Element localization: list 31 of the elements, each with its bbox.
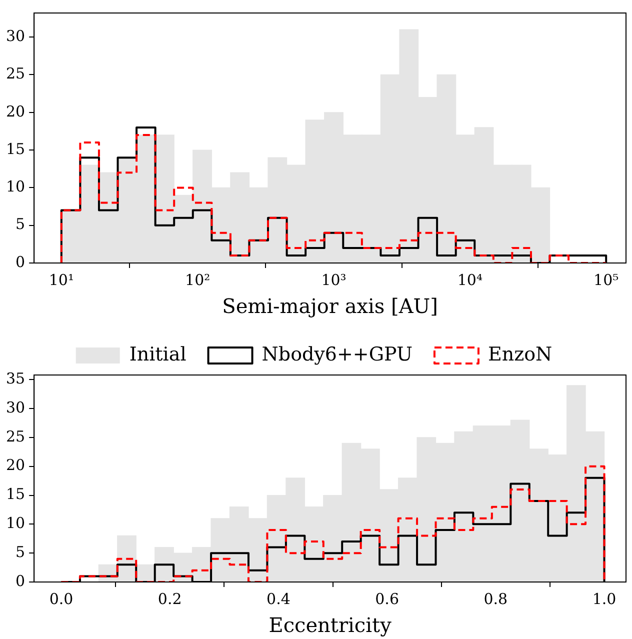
x-tick-label: 0.8 (484, 590, 508, 608)
y-tick-label: 20 (6, 456, 26, 474)
x-tick-label: 0.0 (49, 590, 74, 608)
y-tick-label: 20 (6, 102, 26, 120)
y-tick-label: 25 (6, 427, 26, 446)
x-axis-title: Semi-major axis [AU] (222, 294, 438, 318)
y-tick-label: 10 (6, 178, 26, 196)
y-tick-label: 35 (6, 370, 26, 388)
x-tick-label: 0.6 (375, 590, 399, 608)
x-tick-label: 0.2 (158, 590, 182, 608)
legend-label: Initial (129, 343, 186, 366)
y-tick-label: 10 (6, 514, 26, 532)
y-tick-label: 5 (16, 542, 26, 561)
x-tick-label: 10⁵ (594, 270, 619, 289)
legend-label: Nbody6++GPU (262, 343, 412, 366)
y-tick-label: 30 (6, 26, 26, 45)
x-tick-label: 10¹ (48, 270, 74, 289)
y-tick-label: 30 (6, 398, 26, 416)
y-tick-label: 0 (16, 252, 26, 271)
x-tick-label: 10⁴ (457, 270, 482, 289)
y-tick-label: 0 (16, 572, 26, 590)
x-tick-label: 10² (185, 270, 210, 289)
x-axis-title: Eccentricity (268, 613, 392, 638)
legend-label: EnzoN (488, 343, 552, 366)
y-tick-label: 15 (6, 140, 26, 158)
x-tick-label: 10³ (321, 270, 346, 289)
y-tick-label: 25 (6, 64, 26, 83)
y-tick-label: 5 (16, 215, 26, 234)
y-tick-label: 15 (6, 485, 26, 504)
x-tick-label: 1.0 (592, 590, 616, 608)
x-tick-label: 0.4 (266, 590, 290, 608)
